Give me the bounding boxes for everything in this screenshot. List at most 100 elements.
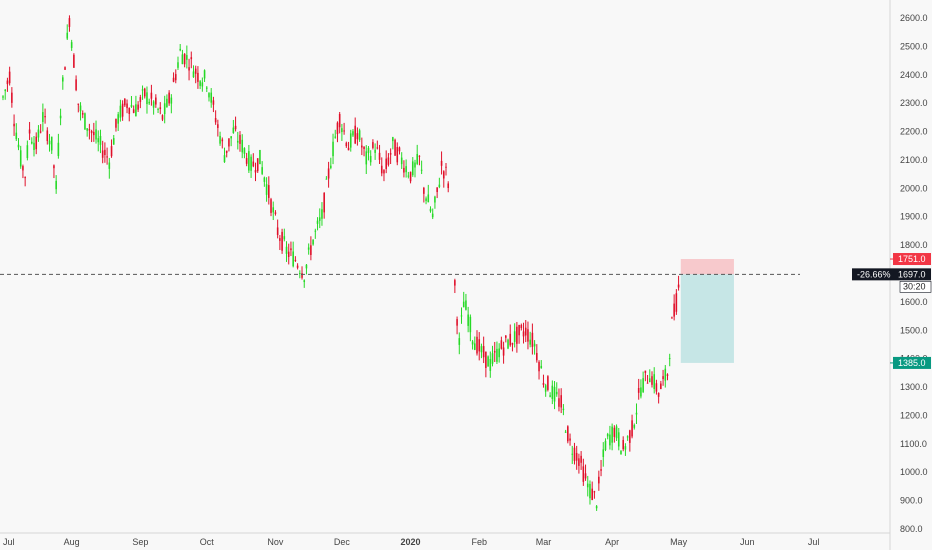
- candle-body: [434, 196, 436, 203]
- candle-body: [228, 138, 230, 147]
- price-tick-label: 900.0: [900, 496, 923, 506]
- candle-body: [480, 346, 483, 353]
- price-axis[interactable]: 800.0900.01000.01100.01200.01300.01400.0…: [900, 13, 928, 534]
- candle-body: [64, 67, 66, 70]
- candle-body: [272, 207, 275, 213]
- candle-body: [604, 440, 607, 451]
- candle-body: [254, 170, 257, 173]
- candle-body: [595, 506, 598, 509]
- candle-body: [22, 166, 24, 171]
- candle-body: [274, 212, 277, 214]
- candle-body: [28, 129, 31, 134]
- candle-body: [591, 488, 593, 501]
- candle-body: [37, 129, 40, 138]
- candle-body: [458, 338, 461, 345]
- price-tick-label: 1300.0: [900, 382, 928, 392]
- candle-body: [429, 208, 432, 212]
- candle-body: [190, 57, 193, 60]
- candle-body: [662, 376, 664, 380]
- candle-body: [644, 370, 647, 373]
- candle-body: [420, 169, 423, 171]
- candle-body: [403, 167, 405, 173]
- candle-body: [239, 134, 241, 144]
- candle-body: [143, 88, 146, 97]
- take-profit-zone[interactable]: [680, 274, 734, 363]
- candle-body: [489, 358, 492, 371]
- candle-body: [564, 431, 567, 433]
- candle-body: [124, 98, 126, 106]
- candle-body: [440, 160, 443, 166]
- candle-body: [314, 230, 317, 232]
- candle-body: [261, 167, 263, 174]
- stop-loss-zone[interactable]: [680, 259, 734, 275]
- candle-body: [44, 115, 46, 118]
- candle-body: [571, 453, 574, 455]
- candle-body: [611, 426, 613, 443]
- candle-body: [188, 67, 190, 71]
- candle-body: [101, 150, 104, 158]
- candle-body: [431, 213, 434, 218]
- time-axis[interactable]: Jul Aug Sep Oct Nov Dec 2020 Feb Mar Apr May Jun Jul: [3, 537, 819, 547]
- candle-body: [157, 108, 159, 110]
- candle-body: [524, 327, 527, 336]
- candle-body: [511, 342, 514, 345]
- candle-body: [19, 150, 22, 167]
- candle-body: [349, 133, 352, 148]
- candle-body: [234, 125, 237, 130]
- candle-body: [48, 140, 51, 145]
- candle-body: [95, 129, 97, 140]
- price-tags: 1751.0 1385.0 -26.66% 1697.0 30:20: [852, 253, 932, 369]
- candle-body: [354, 125, 356, 144]
- candle-body: [660, 383, 662, 390]
- candle-body: [593, 491, 596, 493]
- candle-body: [416, 153, 419, 164]
- candle-body: [562, 408, 565, 411]
- candle-body: [589, 483, 591, 499]
- candle-body: [507, 339, 509, 349]
- candle-body: [276, 227, 279, 235]
- candle-body: [210, 92, 213, 103]
- candle-body: [252, 161, 255, 167]
- candle-body: [516, 326, 518, 344]
- candle-body: [425, 198, 427, 201]
- candle-body: [141, 89, 144, 91]
- candle-body: [128, 107, 131, 114]
- candle-body: [677, 284, 680, 288]
- price-tick-label: 2500.0: [900, 41, 928, 51]
- time-tick-label: Oct: [200, 537, 215, 547]
- price-tick-label: 1600.0: [900, 297, 928, 307]
- candle-body: [90, 130, 93, 134]
- candle-body: [117, 114, 119, 124]
- candle-body: [345, 142, 348, 147]
- price-tick-label: 2600.0: [900, 13, 928, 23]
- candle-body: [491, 353, 494, 364]
- candle-body: [112, 138, 115, 145]
- candle-body: [197, 72, 199, 82]
- candle-body: [243, 148, 246, 154]
- candle-body: [312, 239, 314, 245]
- time-tick-label: Feb: [471, 537, 487, 547]
- candle-body: [174, 74, 177, 81]
- candle-body: [374, 149, 376, 153]
- candle-body: [68, 18, 71, 27]
- candle-body: [310, 245, 312, 255]
- price-tick-label: 1100.0: [900, 439, 927, 449]
- candle-body: [666, 374, 669, 376]
- candle-body: [55, 180, 57, 190]
- candle-body: [664, 368, 667, 381]
- candle-body: [509, 333, 512, 346]
- candle-body: [633, 424, 636, 428]
- candle-body: [152, 101, 155, 108]
- candle-body: [148, 101, 150, 104]
- position-tool[interactable]: [680, 259, 734, 363]
- candle-body: [392, 137, 394, 142]
- candle-body: [159, 107, 162, 109]
- candle-body: [214, 118, 217, 123]
- price-tick-label: 1500.0: [900, 325, 928, 335]
- candle-body: [673, 303, 675, 317]
- candle-body: [338, 113, 341, 128]
- candle-body: [294, 259, 297, 261]
- candle-body: [642, 378, 644, 392]
- candle-body: [296, 265, 299, 268]
